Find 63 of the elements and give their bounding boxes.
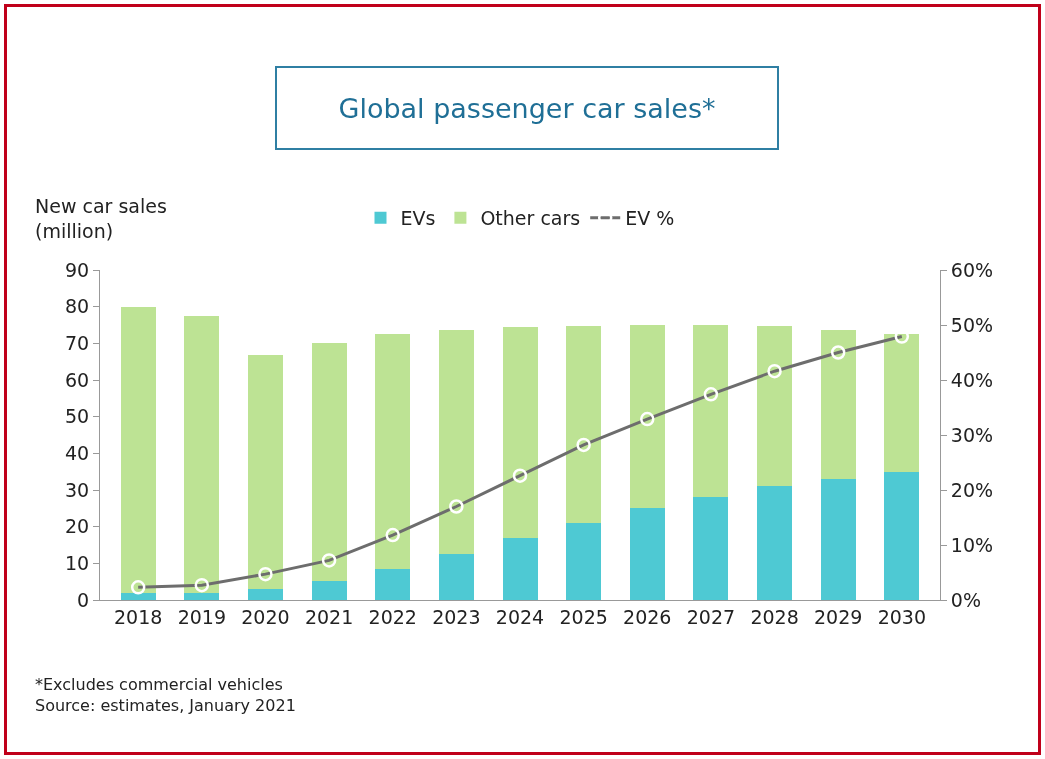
x-tick-label: 2029 [814,605,863,628]
y2-tick-label: 30% [950,423,994,446]
bar [502,538,538,600]
bar [629,508,665,600]
bar [820,479,856,600]
x-tick-label: 2023 [432,605,481,628]
bar [757,325,793,487]
x-tick-label: 2019 [177,605,226,628]
bar [120,592,156,600]
bar [438,554,474,600]
legend-label: EV % [625,207,675,230]
text: *Excludes commercial vehicles [35,675,283,694]
x-tick-label: 2020 [241,605,290,628]
y-tick-label: 50 [65,405,90,428]
bar [375,569,411,600]
bar [566,325,602,523]
bar [757,486,793,600]
y-tick-label: 10 [65,551,90,574]
bar [311,581,347,600]
y-tick-label: 30 [65,478,90,501]
y-tick-label: 70 [65,331,90,354]
x-tick-label: 2022 [368,605,417,628]
x-tick-label: 2027 [686,605,736,628]
y2-tick-label: 60% [950,258,994,281]
y2-tick-label: 10% [950,533,994,556]
bar [247,355,283,589]
y-tick-label: 80 [65,295,90,318]
bar [438,329,474,555]
y2-tick-label: 20% [950,478,994,501]
y2-tick-label: 50% [950,313,994,336]
source-note: Source: estimates, January 2021 [35,696,296,715]
x-tick-label: 2030 [877,605,926,628]
x-tick-label: 2024 [495,605,545,628]
legend-label: EVs [400,207,436,230]
bar [502,326,538,539]
x-tick-label: 2026 [623,605,672,628]
bar [566,522,602,600]
y-tick-label: 0 [77,588,90,611]
bar [184,592,220,600]
bar [884,471,920,600]
bar [184,315,220,593]
bar [693,496,729,600]
y2-tick-label: 40% [950,368,994,391]
bar [120,306,156,593]
x-tick-label: 2018 [114,605,163,628]
bar [311,343,347,582]
y-tick-label: 20 [65,515,90,538]
legend-label: Other cars [480,207,581,230]
bar [884,333,920,472]
chart-title: Global passenger car sales* [275,66,779,150]
y-tick-label: 40 [65,441,90,464]
bar [820,329,856,479]
x-tick-label: 2025 [559,605,608,628]
bar [247,589,283,600]
y-axis-title: New car sales (million) [35,195,167,242]
bar [693,325,729,497]
y2-tick-label: 0% [950,588,981,611]
y-tick-label: 90 [65,258,90,281]
bar [375,333,411,570]
bar [629,325,665,509]
y-tick-label: 60 [65,368,90,391]
x-tick-label: 2028 [750,605,799,628]
x-tick-label: 2021 [304,605,354,628]
